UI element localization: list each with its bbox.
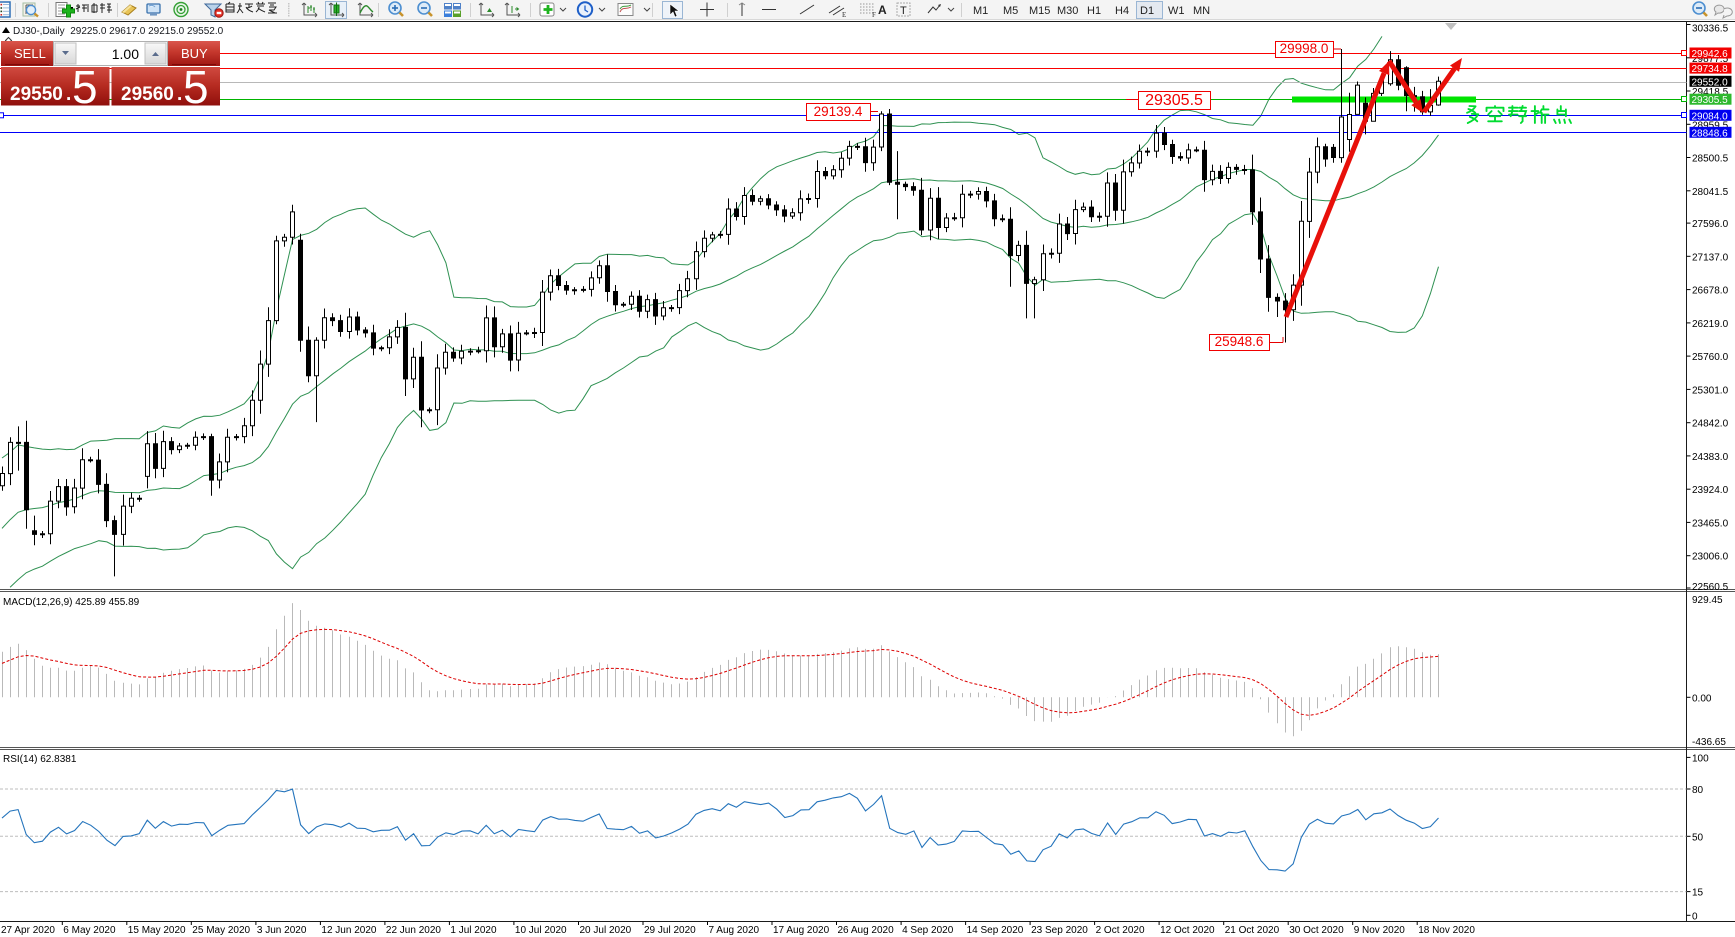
svg-text:H1: H1 [1087,5,1101,17]
svg-text:12 Oct 2020: 12 Oct 2020 [1160,925,1215,936]
svg-text:26 Aug 2020: 26 Aug 2020 [838,925,895,936]
svg-text:28959.5: 28959.5 [1692,120,1729,131]
svg-text:5: 5 [183,61,209,113]
svg-text:29418.5: 29418.5 [1692,87,1729,98]
svg-text:29552.0: 29552.0 [1692,77,1729,88]
svg-text:50: 50 [1692,832,1704,843]
svg-text:14 Sep 2020: 14 Sep 2020 [967,925,1024,936]
svg-text:1 Jul 2020: 1 Jul 2020 [450,925,497,936]
svg-text:29305.5: 29305.5 [1145,92,1203,109]
svg-text:29560: 29560 [121,84,174,105]
svg-text:30 Oct 2020: 30 Oct 2020 [1289,925,1344,936]
svg-text:29942.6: 29942.6 [1692,49,1729,60]
svg-text:5: 5 [72,61,98,113]
svg-text:29139.4: 29139.4 [814,104,863,119]
svg-text:929.45: 929.45 [1692,595,1723,606]
svg-text:24383.0: 24383.0 [1692,452,1729,463]
svg-text:1.00: 1.00 [112,46,139,62]
svg-text:28848.6: 28848.6 [1692,128,1729,139]
svg-text:26678.0: 26678.0 [1692,286,1729,297]
svg-text:23 Sep 2020: 23 Sep 2020 [1031,925,1088,936]
svg-text:23465.0: 23465.0 [1692,518,1729,529]
svg-text:9 Nov 2020: 9 Nov 2020 [1354,925,1406,936]
svg-text:12 Jun 2020: 12 Jun 2020 [321,925,376,936]
svg-text:20 Jul 2020: 20 Jul 2020 [580,925,632,936]
svg-text:25301.0: 25301.0 [1692,385,1729,396]
svg-text:29 Jul 2020: 29 Jul 2020 [644,925,696,936]
svg-text:29877.5: 29877.5 [1692,54,1729,65]
svg-text:27596.0: 27596.0 [1692,219,1729,230]
svg-text:29084.0: 29084.0 [1692,111,1729,122]
svg-text:29550: 29550 [10,84,63,105]
svg-text:.: . [66,84,71,105]
svg-text:24842.0: 24842.0 [1692,419,1729,430]
svg-text:26219.0: 26219.0 [1692,319,1729,330]
svg-text:W1: W1 [1168,5,1185,17]
svg-text:H4: H4 [1115,5,1129,17]
svg-text:100: 100 [1692,753,1709,764]
svg-text:7 Aug 2020: 7 Aug 2020 [709,925,760,936]
svg-text:17 Aug 2020: 17 Aug 2020 [773,925,830,936]
svg-text:M5: M5 [1003,5,1018,17]
svg-text:SELL: SELL [14,46,46,61]
svg-text:.: . [177,84,182,105]
svg-text:4 Sep 2020: 4 Sep 2020 [902,925,954,936]
svg-text:MN: MN [1193,5,1210,17]
svg-text:27 Apr 2020: 27 Apr 2020 [1,925,55,936]
svg-text:-436.65: -436.65 [1692,737,1726,748]
svg-text:D1: D1 [1140,5,1154,17]
svg-text:A: A [878,3,887,17]
svg-text:21 Oct 2020: 21 Oct 2020 [1225,925,1280,936]
svg-text:6 May 2020: 6 May 2020 [63,925,116,936]
svg-text:BUY: BUY [181,46,208,61]
svg-text:18 Nov 2020: 18 Nov 2020 [1418,925,1475,936]
svg-text:0: 0 [1692,911,1698,922]
svg-text:MACD(12,26,9) 425.89 455.89: MACD(12,26,9) 425.89 455.89 [3,597,140,608]
svg-text:RSI(14) 62.8381: RSI(14) 62.8381 [3,754,77,765]
svg-text:3 Jun 2020: 3 Jun 2020 [257,925,307,936]
svg-text:25948.6: 25948.6 [1215,334,1264,349]
svg-text:2 Oct 2020: 2 Oct 2020 [1096,925,1145,936]
svg-text:10 Jul 2020: 10 Jul 2020 [515,925,567,936]
svg-text:29734.8: 29734.8 [1692,64,1729,75]
svg-text:27137.0: 27137.0 [1692,252,1729,263]
svg-text:22 Jun 2020: 22 Jun 2020 [386,925,441,936]
svg-text:M1: M1 [973,5,988,17]
svg-text:80: 80 [1692,785,1704,796]
svg-text:T: T [900,5,907,17]
svg-text:23006.0: 23006.0 [1692,552,1729,563]
svg-text:DJ30-,Daily 29225.0 29617.0 2: DJ30-,Daily 29225.0 29617.0 29215.0 2955… [13,26,224,37]
svg-text:M30: M30 [1057,5,1078,17]
svg-text:30336.5: 30336.5 [1692,24,1729,35]
svg-text:22560.5: 22560.5 [1692,582,1729,593]
svg-text:25760.0: 25760.0 [1692,352,1729,363]
svg-text:29998.0: 29998.0 [1280,41,1329,56]
svg-text:25 May 2020: 25 May 2020 [192,925,250,936]
svg-text:28500.5: 28500.5 [1692,154,1729,165]
svg-text:0.00: 0.00 [1692,693,1712,704]
svg-text:15: 15 [1692,888,1704,899]
svg-text:15 May 2020: 15 May 2020 [128,925,186,936]
svg-text:23924.0: 23924.0 [1692,485,1729,496]
svg-text:M15: M15 [1029,5,1050,17]
svg-text:F: F [872,11,876,19]
svg-text:28041.5: 28041.5 [1692,187,1729,198]
svg-text:29305.5: 29305.5 [1692,95,1729,106]
svg-text:E: E [842,11,846,19]
